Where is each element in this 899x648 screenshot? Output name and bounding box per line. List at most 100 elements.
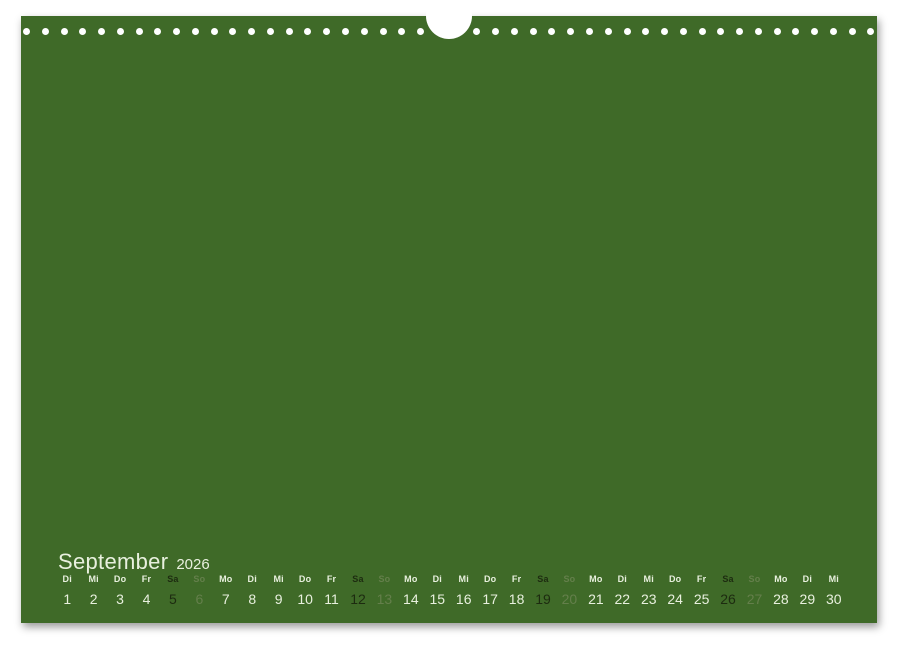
- binding-hole: [679, 28, 687, 35]
- binding-hole: [304, 28, 312, 35]
- date-number: 27: [746, 591, 763, 607]
- binding-hole: [717, 28, 725, 35]
- binding-hole: [98, 28, 106, 35]
- binding-hole: [792, 28, 800, 35]
- binding-hole: [661, 28, 669, 35]
- weekday-label: Mi: [88, 574, 99, 584]
- day-cell: Fr 25: [688, 574, 714, 612]
- date-number: 6: [195, 591, 204, 607]
- day-cell: So 6: [186, 574, 212, 612]
- date-number: 22: [614, 591, 631, 607]
- day-cell: Fr 4: [133, 574, 159, 612]
- binding-hole: [492, 28, 500, 35]
- day-cell: Do 17: [477, 574, 503, 612]
- binding-hole: [266, 28, 274, 35]
- weekday-label: Di: [62, 574, 72, 584]
- day-cell: Mi 23: [636, 574, 662, 612]
- day-cell: So 13: [371, 574, 397, 612]
- date-number: 1: [63, 591, 72, 607]
- weekday-label: Mo: [219, 574, 233, 584]
- date-number: 15: [429, 591, 446, 607]
- binding-hole: [23, 28, 30, 35]
- date-number: 2: [89, 591, 98, 607]
- day-cell: Mo 14: [398, 574, 424, 612]
- weekday-label: Sa: [352, 574, 364, 584]
- binding-hole: [811, 28, 819, 35]
- binding-hole: [567, 28, 575, 35]
- weekday-label: Do: [668, 574, 682, 584]
- day-cell: Di 29: [794, 574, 820, 612]
- weekday-label: Di: [617, 574, 628, 584]
- binding-hole: [135, 28, 143, 35]
- weekday-label: Mi: [458, 574, 469, 584]
- weekday-label: So: [193, 574, 206, 584]
- day-cell: Mi 2: [80, 574, 106, 612]
- binding-hole: [510, 28, 518, 35]
- day-cell: Sa 26: [715, 574, 741, 612]
- binding-hole: [642, 28, 650, 35]
- binding-hole: [154, 28, 162, 35]
- day-cell: Do 24: [662, 574, 688, 612]
- day-cell: Mi 9: [265, 574, 291, 612]
- date-number: 18: [508, 591, 525, 607]
- weekday-label: Di: [247, 574, 257, 584]
- day-cell: Di 15: [424, 574, 450, 612]
- day-cell: Sa 5: [160, 574, 186, 612]
- day-cell: Mo 28: [768, 574, 794, 612]
- day-cell: So 27: [741, 574, 767, 612]
- weekday-label: Mo: [404, 574, 418, 584]
- date-number: 8: [248, 591, 257, 607]
- date-number: 4: [142, 591, 151, 607]
- binding-hole: [548, 28, 556, 35]
- year-label: 2026: [176, 556, 210, 573]
- binding-hole: [360, 28, 368, 35]
- date-number: 16: [455, 591, 472, 607]
- calendar-row: Di 1 Mi 2 Do 3 Fr 4 Sa 5 So 6 Mo 7 Di 8 Mi 9 Do 10 Fr 11 Sa 12 S…: [54, 574, 847, 612]
- day-cell: Do 10: [292, 574, 318, 612]
- binding-hole: [248, 28, 256, 35]
- weekday-label: Mi: [828, 574, 839, 584]
- day-cell: Di 22: [609, 574, 635, 612]
- day-cell: So 20: [556, 574, 582, 612]
- binding-hole: [829, 28, 837, 35]
- binding-hole: [867, 28, 875, 35]
- binding-hole: [41, 28, 49, 35]
- date-number: 12: [350, 591, 366, 607]
- weekday-label: Do: [483, 574, 497, 584]
- weekday-label: Di: [432, 574, 442, 584]
- weekday-label: Fr: [696, 574, 707, 584]
- binding-hole: [529, 28, 537, 35]
- date-number: 3: [116, 591, 124, 607]
- binding-hole: [229, 28, 237, 35]
- binding-hole: [116, 28, 124, 35]
- weekday-label: Mo: [589, 574, 603, 584]
- weekday-label: So: [748, 574, 761, 584]
- date-number: 7: [221, 591, 230, 607]
- weekday-label: Fr: [141, 574, 152, 584]
- binding-hole: [623, 28, 631, 35]
- binding-hole: [698, 28, 706, 35]
- date-number: 21: [588, 591, 604, 607]
- weekday-label: Mo: [774, 574, 788, 584]
- weekday-label: Di: [802, 574, 813, 584]
- date-number: 20: [561, 591, 578, 607]
- date-number: 29: [799, 591, 816, 607]
- date-number: 11: [324, 591, 339, 607]
- day-cell: Do 3: [107, 574, 133, 612]
- weekday-label: So: [378, 574, 391, 584]
- binding-hole: [754, 28, 762, 35]
- binding-hole: [736, 28, 744, 35]
- date-number: 19: [535, 591, 551, 607]
- day-cell: Sa 19: [530, 574, 556, 612]
- day-cell: Di 8: [239, 574, 265, 612]
- weekday-label: Do: [298, 574, 312, 584]
- binding-hole: [604, 28, 612, 35]
- date-number: 30: [825, 591, 842, 607]
- date-number: 9: [274, 591, 283, 607]
- date-number: 13: [376, 591, 393, 607]
- binding-hole: [473, 28, 481, 35]
- binding-hole: [60, 28, 68, 35]
- binding-hole: [848, 28, 856, 35]
- day-cell: Fr 11: [318, 574, 344, 612]
